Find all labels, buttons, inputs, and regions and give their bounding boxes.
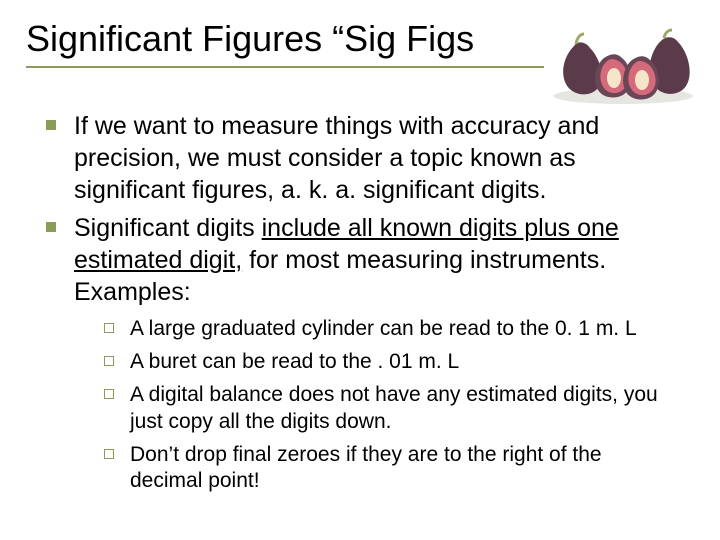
bullet-1-text: If we want to measure things with accura… xyxy=(74,110,674,206)
sub-bullet-marker-icon xyxy=(104,389,114,399)
body-content: If we want to measure things with accura… xyxy=(46,110,674,501)
slide: Significant Figures “Sig Figs xyxy=(0,0,720,540)
sub-bullet-marker-icon xyxy=(104,449,114,459)
sub-bullet-1: A large graduated cylinder can be read t… xyxy=(104,316,674,343)
bullet-1: If we want to measure things with accura… xyxy=(46,110,674,206)
whole-fig-1 xyxy=(563,34,602,94)
bullet-marker-icon xyxy=(46,222,56,232)
sub-bullet-marker-icon xyxy=(104,323,114,333)
sub-bullet-marker-icon xyxy=(104,356,114,366)
sub-bullets: A large graduated cylinder can be read t… xyxy=(104,316,674,495)
bullet-2-pre: Significant digits xyxy=(74,214,262,242)
bullet-2: Significant digits include all known dig… xyxy=(46,212,674,308)
sub-bullet-2-text: A buret can be read to the . 01 m. L xyxy=(130,349,459,376)
sub-bullet-1-text: A large graduated cylinder can be read t… xyxy=(130,316,637,343)
bullet-2-text: Significant digits include all known dig… xyxy=(74,212,674,308)
sub-bullet-4: Don’t drop final zeroes if they are to t… xyxy=(104,442,674,496)
sub-bullet-4-text: Don’t drop final zeroes if they are to t… xyxy=(130,442,674,496)
sub-bullet-2: A buret can be read to the . 01 m. L xyxy=(104,349,674,376)
figs-photo xyxy=(544,28,702,106)
sub-bullet-3: A digital balance does not have any esti… xyxy=(104,382,674,436)
bullet-marker-icon xyxy=(46,120,56,130)
bullet-1-pre: If we want to measure things with accura… xyxy=(74,112,599,204)
sub-bullet-3-text: A digital balance does not have any esti… xyxy=(130,382,674,436)
